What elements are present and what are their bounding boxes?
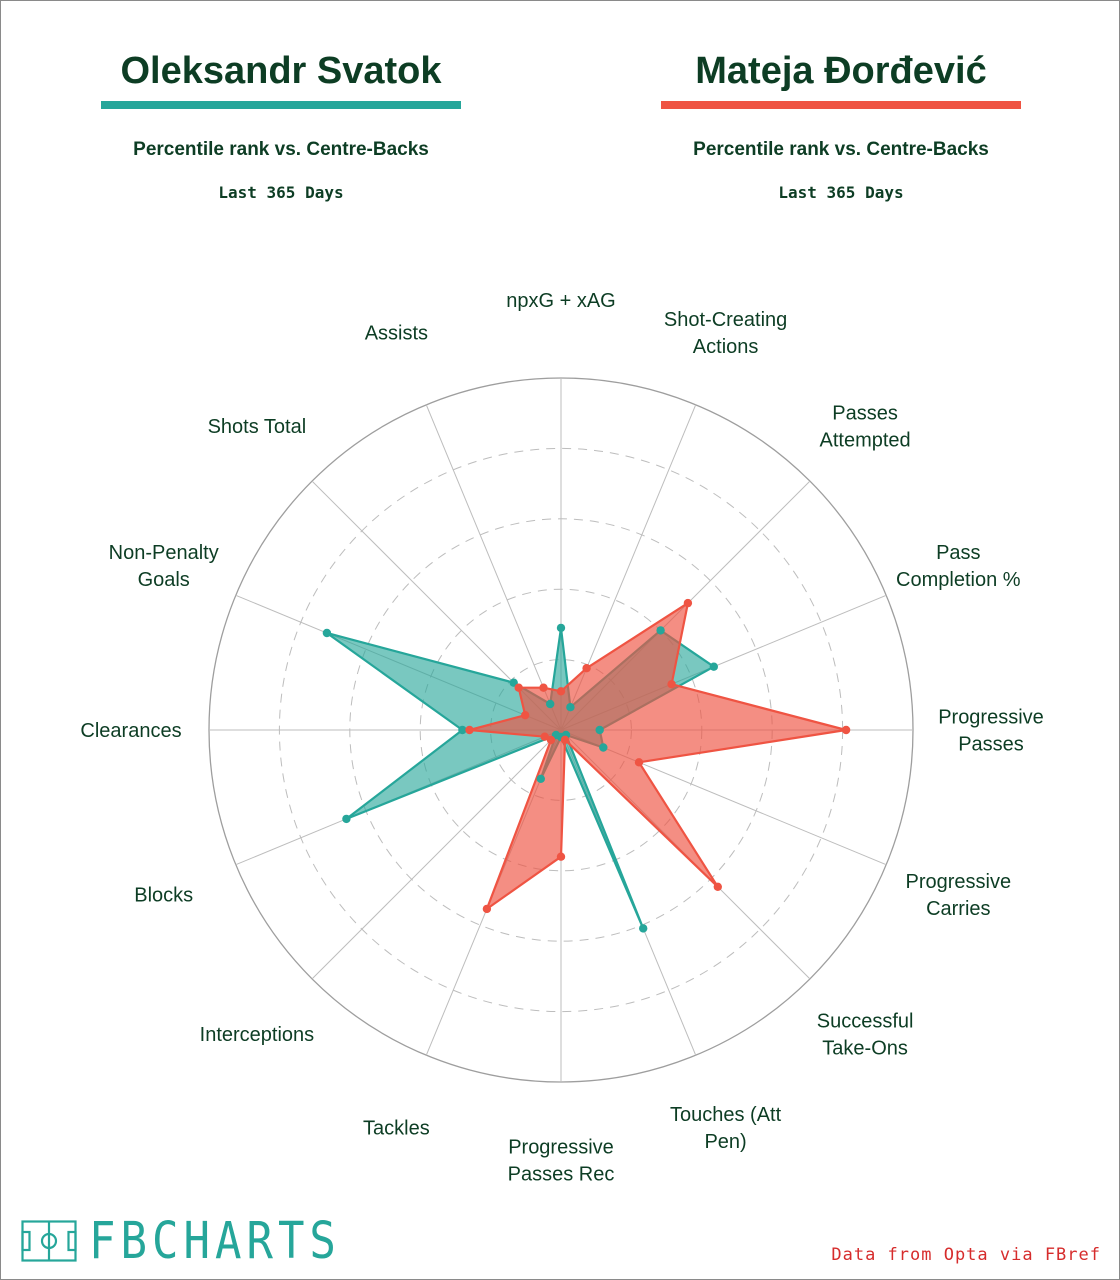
spoke-10 (311, 729, 562, 980)
player-header-1: Oleksandr Svatok Percentile rank vs. Cen… (101, 41, 461, 202)
series-1-point-13 (322, 628, 332, 638)
series-2-point-5 (634, 758, 644, 767)
axis-label-2: Passes Attempted (820, 402, 911, 451)
axis-label-13: Non-Penalty Goals (109, 542, 219, 591)
series-area-2 (468, 601, 848, 911)
axis-label-10: Interceptions (200, 1024, 315, 1046)
series-2-point-9 (482, 904, 492, 914)
series-1-point-4 (595, 725, 604, 735)
axis-label-14: Shots Total (208, 416, 307, 438)
data-source-note: Data from Opta via FBref (831, 1245, 1101, 1265)
player-period-2: Last 365 Days (778, 183, 904, 202)
axis-label-line: Blocks (134, 885, 193, 907)
series-2-point-3 (667, 680, 676, 689)
axis-label-line: Tackles (363, 1117, 430, 1139)
series-2-point-0 (556, 687, 566, 696)
axis-label-line: Progressive (905, 871, 1011, 893)
series-1-point-15 (546, 699, 555, 709)
series-2-point-11 (540, 732, 549, 741)
series-1-point-11 (342, 814, 351, 824)
axis-label-0: npxG + xAG (506, 290, 616, 312)
football-pitch-icon (21, 1220, 77, 1262)
axis-label-line: Interceptions (200, 1024, 315, 1046)
series-2-point-2 (683, 598, 693, 608)
axis-label-line: Progressive (508, 1137, 614, 1159)
axis-label-1: Shot-Creating Actions (664, 309, 787, 358)
series-2-point-8 (556, 852, 566, 861)
axis-label-line: Goals (138, 569, 190, 591)
series-2-point-4 (841, 725, 851, 735)
series-2-point-6 (713, 882, 722, 891)
axis-label-line: Pen) (704, 1131, 746, 1153)
series-1-point-12 (458, 725, 467, 735)
axis-label-9: Tackles (363, 1117, 430, 1139)
spoke-15 (425, 404, 562, 731)
axis-label-line: Actions (693, 336, 759, 358)
player-subtitle-2: Percentile rank vs. Centre-Backs (693, 139, 989, 160)
axis-label-line: Passes Rec (508, 1164, 615, 1186)
series-2-point-15 (539, 683, 548, 692)
series-1-point-2 (656, 626, 665, 635)
axis-label-line: npxG + xAG (506, 290, 616, 312)
axis-label-line: Carries (926, 898, 990, 920)
axis-label-line: Shots Total (208, 416, 307, 438)
axis-label-line: Passes (832, 402, 898, 424)
axis-label-line: Completion % (896, 569, 1021, 591)
series-2-point-13 (521, 711, 530, 720)
player-subtitle-1: Percentile rank vs. Centre-Backs (133, 139, 429, 160)
player-name-2: Mateja Đorđević (695, 50, 987, 92)
axis-label-line: Pass (936, 542, 980, 564)
axis-label-line: Successful (817, 1011, 914, 1033)
player-color-bar-1 (101, 101, 461, 109)
axis-label-line: Non-Penalty (109, 542, 219, 564)
axis-label-line: Progressive (938, 707, 1044, 729)
series-1-point-0 (556, 623, 566, 633)
series-2-point-1 (582, 664, 591, 673)
axis-label-15: Assists (365, 323, 428, 345)
series-1-point-1 (566, 703, 575, 712)
axis-label-5: Progressive Carries (905, 871, 1011, 920)
axis-label-line: Clearances (80, 720, 181, 742)
axis-label-3: Pass Completion % (896, 542, 1021, 591)
series-1-point-9 (536, 774, 545, 783)
axis-label-11: Blocks (134, 885, 193, 907)
axis-label-4: Progressive Passes (938, 707, 1044, 756)
player-period-1: Last 365 Days (218, 183, 344, 202)
series-1-point-7 (639, 924, 648, 933)
logo-text: FBCHARTS (89, 1211, 341, 1271)
axis-label-7: Touches (Att Pen) (670, 1104, 782, 1153)
series-2-point-14 (514, 683, 523, 692)
axis-label-8: Progressive Passes Rec (508, 1137, 615, 1186)
player-name-1: Oleksandr Svatok (120, 50, 442, 92)
axis-label-line: Shot-Creating (664, 309, 787, 331)
axis-label-12: Clearances (80, 720, 181, 742)
fbcharts-logo: FBCHARTS (21, 1212, 341, 1270)
axis-label-line: Assists (365, 323, 428, 345)
series-2-point-10 (546, 735, 556, 745)
axis-label-line: Attempted (820, 429, 911, 451)
series-1-point-3 (709, 662, 718, 671)
axis-label-6: Successful Take-Ons (817, 1011, 914, 1060)
axis-label-line: Touches (Att (670, 1104, 782, 1126)
player-color-bar-2 (661, 101, 1021, 109)
series-2-point-7 (560, 735, 570, 744)
player-header-2: Mateja Đorđević Percentile rank vs. Cent… (661, 41, 1021, 202)
series-2-point-12 (465, 725, 474, 735)
axis-label-line: Take-Ons (822, 1038, 908, 1060)
axis-label-line: Passes (958, 734, 1024, 756)
series-1-point-5 (599, 743, 608, 752)
